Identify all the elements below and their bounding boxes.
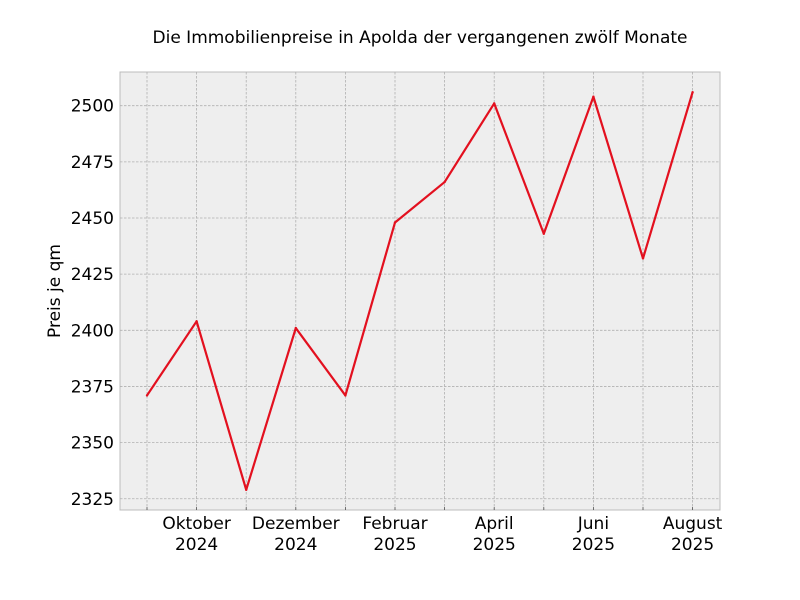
data-point (691, 91, 694, 94)
data-point (245, 488, 248, 491)
y-tick-label: 2450 (71, 209, 114, 229)
x-tick-label: April 2025 (473, 514, 516, 555)
x-tick-label: Juni 2025 (572, 514, 615, 555)
data-point (195, 320, 198, 323)
series-group (145, 91, 694, 491)
data-point (344, 394, 347, 397)
series-line (146, 91, 694, 491)
data-point (493, 102, 496, 105)
y-axis-label: Preis je qm (45, 244, 65, 338)
chart-title: Die Immobilienpreise in Apolda der verga… (153, 28, 688, 48)
data-point (393, 221, 397, 224)
y-tick-label: 2400 (71, 321, 114, 341)
data-point (542, 232, 545, 235)
data-point (443, 180, 446, 184)
data-point (294, 326, 297, 330)
y-tick-label: 2375 (71, 377, 114, 397)
data-point (592, 95, 595, 98)
y-tick-label: 2425 (71, 265, 114, 285)
grid (120, 72, 720, 510)
x-tick-label: August 2025 (663, 514, 723, 555)
x-tick-label: Dezember 2024 (252, 514, 340, 555)
y-tick-label: 2350 (71, 434, 114, 454)
x-tick-label: Oktober 2024 (162, 514, 231, 555)
x-tick-label: Februar 2025 (362, 514, 427, 555)
y-tick-label: 2325 (71, 490, 114, 510)
data-point (641, 257, 645, 260)
plot-area (119, 71, 721, 511)
axis-ticks: 2325 2350 2375 2400 2425 2450 2475 2500 Oktober 2… (71, 97, 723, 555)
data-point (145, 394, 149, 397)
y-tick-label: 2500 (71, 97, 114, 117)
y-tick-label: 2475 (71, 153, 114, 173)
